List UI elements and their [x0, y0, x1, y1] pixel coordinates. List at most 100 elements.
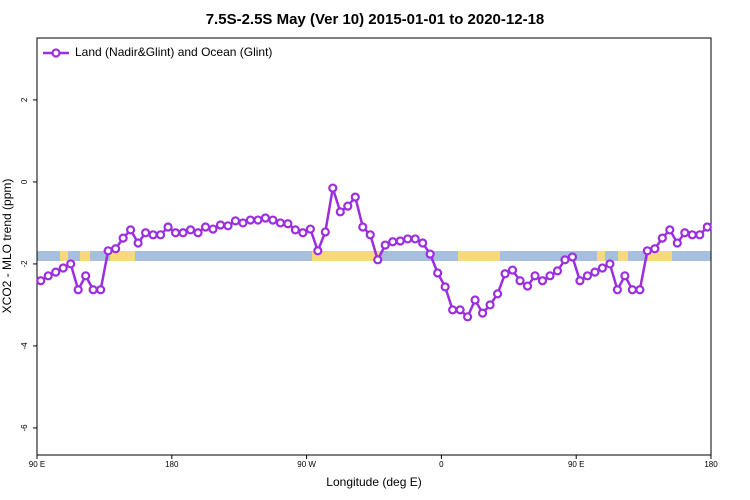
data-point: [238, 218, 248, 228]
data-point: [657, 233, 667, 243]
data-point: [140, 228, 151, 238]
data-point: [597, 263, 608, 273]
data-point: [620, 271, 630, 281]
data-point: [410, 234, 420, 244]
data-point: [388, 237, 398, 247]
data-point: [590, 267, 600, 277]
data-point: [245, 215, 256, 225]
data-point: [170, 228, 181, 238]
x-tick-label: 180: [165, 460, 179, 469]
data-point: [320, 227, 330, 237]
data-point: [268, 215, 278, 225]
x-tick-label: 90 E: [29, 460, 45, 469]
data-point: [313, 246, 323, 256]
data-point: [575, 276, 585, 286]
chart-title: 7.5S-2.5S May (Ver 10) 2015-01-01 to 202…: [206, 11, 545, 28]
data-point: [695, 230, 705, 240]
land-band: [80, 251, 90, 261]
data-point: [560, 255, 570, 265]
data-point: [440, 282, 450, 292]
data-point: [492, 289, 503, 299]
data-point: [51, 267, 61, 277]
data-point: [103, 246, 113, 256]
legend-label: Land (Nadir&Glint) and Ocean (Glint): [75, 45, 272, 59]
x-tick-label: 180: [704, 460, 718, 469]
data-point: [612, 285, 622, 295]
land-band: [618, 251, 628, 261]
land-band: [458, 251, 500, 261]
data-point: [552, 266, 563, 276]
data-point: [260, 213, 271, 223]
y-tick-label: -4: [20, 342, 29, 350]
data-point: [223, 221, 233, 231]
data-point: [515, 276, 525, 286]
data-point: [230, 216, 241, 226]
data-point: [448, 305, 458, 315]
data-point: [380, 240, 390, 250]
data-point: [522, 281, 533, 291]
data-point: [328, 183, 338, 193]
data-point: [155, 230, 166, 240]
data-point: [133, 238, 143, 248]
data-point: [642, 246, 652, 256]
x-axis-label: Longitude (deg E): [326, 475, 421, 489]
data-point: [96, 285, 106, 295]
data-point: [665, 225, 675, 235]
x-tick-label: 90 W: [297, 460, 316, 469]
data-point: [36, 276, 46, 286]
data-point: [635, 285, 645, 295]
data-point: [582, 271, 593, 281]
data-point: [470, 295, 480, 305]
data-point: [43, 271, 53, 281]
data-point: [58, 263, 68, 273]
data-point: [81, 271, 91, 281]
data-point: [73, 285, 83, 295]
data-point: [290, 225, 300, 235]
plot-frame: [36, 37, 712, 456]
land-band: [648, 251, 672, 261]
data-point: [88, 285, 98, 295]
data-point: [567, 252, 578, 262]
data-point: [185, 225, 196, 235]
y-axis-label: XCO2 - MLO trend (ppm): [0, 179, 14, 314]
data-point: [118, 233, 128, 243]
data-point: [545, 271, 555, 281]
x-tick-label: 0: [439, 460, 444, 469]
data-point: [627, 285, 637, 295]
surface-band: [37, 251, 711, 261]
data-point: [215, 220, 226, 230]
data-point: [111, 244, 121, 254]
data-point: [418, 238, 428, 248]
data-point: [126, 225, 136, 235]
data-point: [208, 224, 218, 234]
data-point: [358, 222, 368, 232]
data-point: [500, 269, 510, 279]
data-point: [650, 244, 660, 254]
data-point: [373, 255, 383, 265]
data-point: [485, 300, 495, 310]
data-point: [403, 234, 413, 244]
land-band: [312, 251, 380, 261]
data-point: [163, 222, 173, 232]
data-point: [672, 238, 682, 248]
land-band: [60, 251, 68, 261]
data-point: [702, 222, 712, 232]
land-band: [110, 251, 135, 261]
data-point: [335, 207, 345, 217]
data-point: [433, 268, 443, 278]
data-point: [193, 228, 203, 238]
data-point: [275, 218, 285, 228]
data-point: [605, 259, 615, 269]
data-point: [687, 230, 697, 240]
data-point: [148, 230, 158, 240]
data-point: [253, 215, 263, 225]
data-point: [343, 201, 353, 211]
y-tick-label: -2: [20, 260, 29, 268]
x-tick-label: 90 E: [568, 460, 584, 469]
data-point: [283, 219, 293, 229]
data-point: [66, 259, 76, 269]
data-point: [350, 192, 360, 202]
data-point: [395, 236, 405, 246]
data-point: [537, 276, 548, 286]
